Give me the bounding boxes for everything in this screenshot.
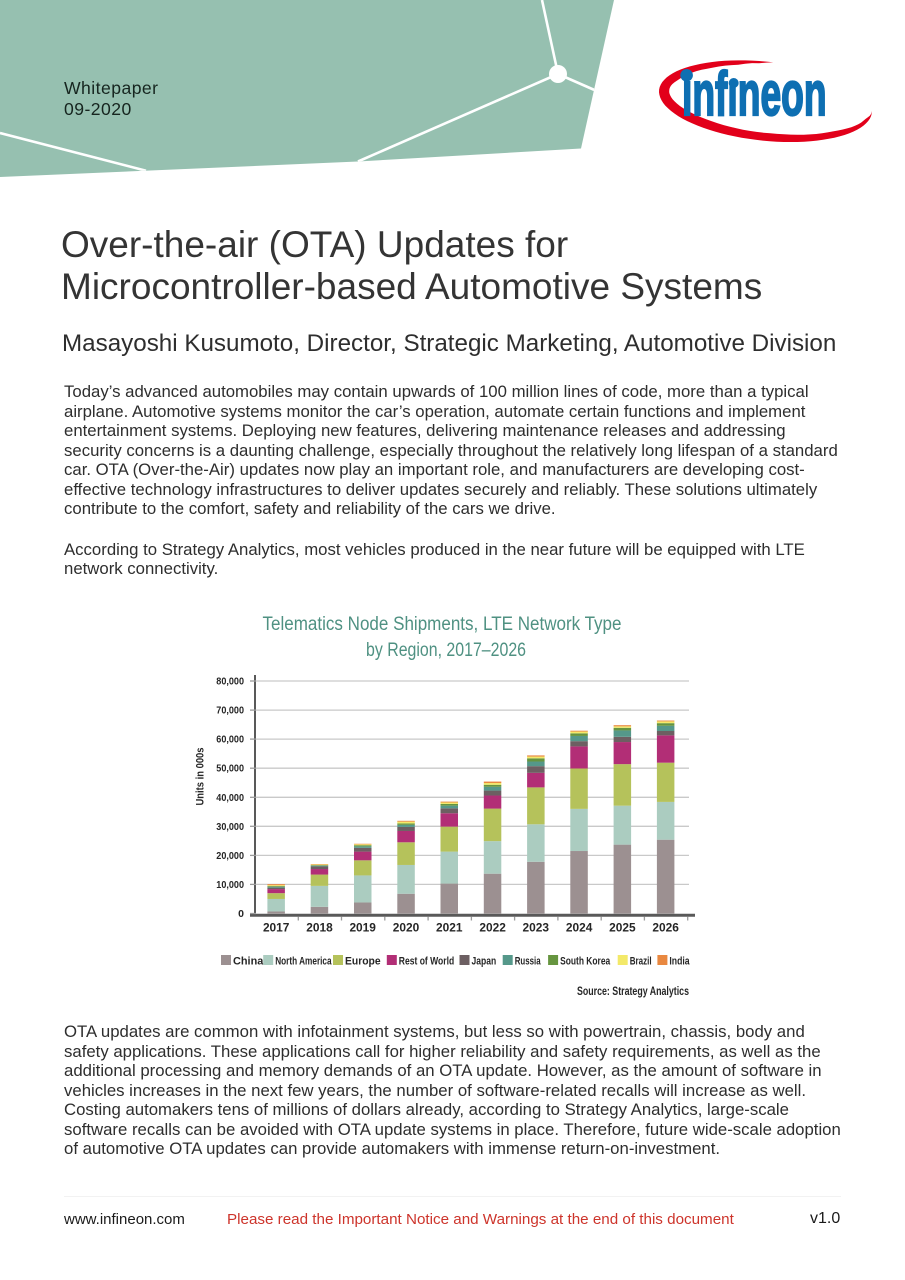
svg-text:2019: 2019	[349, 921, 376, 935]
svg-text:30,000: 30,000	[216, 821, 244, 833]
svg-text:2022: 2022	[479, 921, 506, 935]
svg-text:Telematics Node Shipments, LTE: Telematics Node Shipments, LTE Network T…	[263, 614, 622, 635]
svg-text:Units in 000s: Units in 000s	[195, 748, 207, 806]
svg-text:2020: 2020	[393, 921, 420, 935]
svg-text:40,000: 40,000	[216, 792, 244, 804]
svg-text:80,000: 80,000	[216, 676, 244, 688]
svg-text:Japan: Japan	[472, 956, 497, 968]
svg-text:Russia: Russia	[515, 956, 541, 968]
svg-text:China: China	[233, 956, 264, 968]
svg-text:2023: 2023	[523, 921, 550, 935]
svg-text:2017: 2017	[263, 921, 290, 935]
svg-text:Europe: Europe	[345, 956, 381, 968]
svg-text:2021: 2021	[436, 921, 463, 935]
svg-text:60,000: 60,000	[216, 734, 244, 746]
svg-text:70,000: 70,000	[216, 705, 244, 717]
svg-text:Brazil: Brazil	[630, 956, 652, 968]
svg-text:10,000: 10,000	[216, 879, 244, 891]
svg-text:0: 0	[238, 908, 244, 920]
svg-text:2026: 2026	[652, 921, 679, 935]
svg-text:ınfıneon: ınfıneon	[682, 59, 827, 128]
svg-text:South Korea: South Korea	[560, 956, 611, 968]
svg-text:2024: 2024	[566, 921, 593, 935]
svg-text:2025: 2025	[609, 921, 636, 935]
svg-text:20,000: 20,000	[216, 850, 244, 862]
svg-text:India: India	[669, 956, 690, 968]
svg-text:Source: Strategy Analytics: Source: Strategy Analytics	[577, 984, 689, 998]
svg-text:50,000: 50,000	[216, 763, 244, 775]
svg-text:North America: North America	[275, 956, 332, 968]
svg-text:by Region, 2017–2026: by Region, 2017–2026	[366, 640, 526, 661]
svg-text:Rest of World: Rest of World	[399, 956, 454, 968]
svg-text:2018: 2018	[306, 921, 333, 935]
